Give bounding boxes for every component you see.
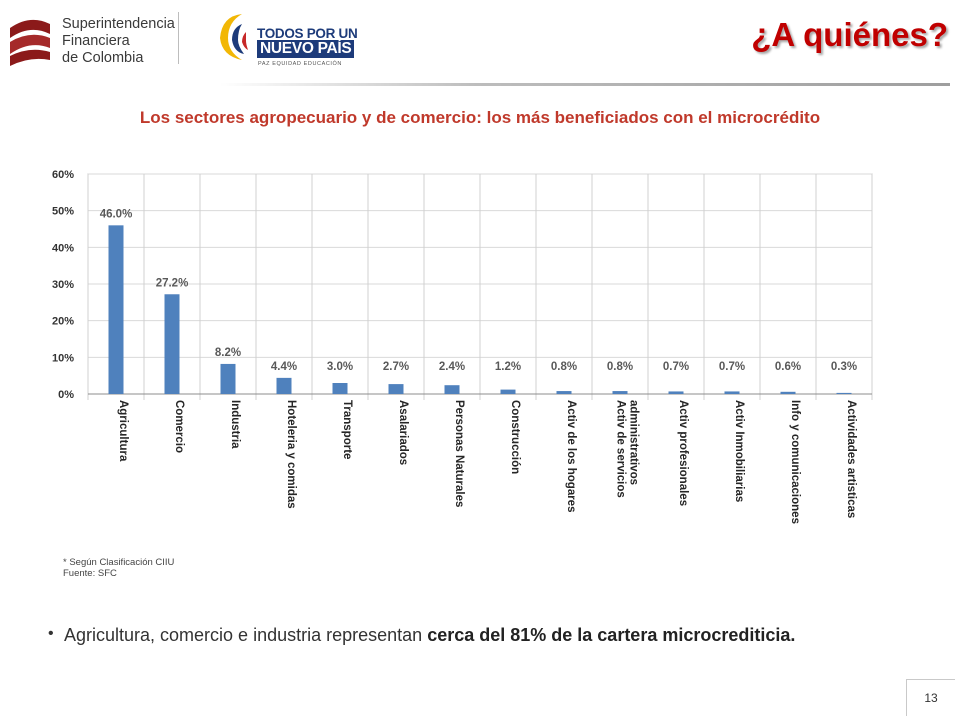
x-tick-label: Activ de servicios [615,400,627,498]
data-label: 2.4% [439,361,465,373]
nuevo-pais-logo: TODOS POR UN NUEVO PAÍS PAZ EQUIDAD EDUC… [212,10,358,70]
slogan-line3: PAZ EQUIDAD EDUCACIÓN [258,61,343,67]
org-name-line3: de Colombia [62,50,144,66]
y-tick-label: 40% [52,242,74,254]
org-name-line2: Financiera [62,33,130,49]
x-tick-label: Activ profesionales [677,400,689,506]
data-label: 0.7% [719,361,745,373]
x-tick-label: Industria [229,400,241,449]
superfinanciera-logo: Superintendencia Financiera de Colombia [6,10,176,70]
bar [276,377,292,394]
x-tick-label: Activ Inmobiliarias [733,400,745,502]
title-rule [220,83,950,86]
bar [220,363,236,394]
page-number-box: 13 [906,679,955,716]
slogan-line2: NUEVO PAÍS [257,40,355,58]
y-tick-label: 20% [52,316,74,328]
bar [724,391,740,394]
bar [108,225,124,394]
data-label: 2.7% [383,361,409,373]
x-tick-label: Asalariados [397,400,409,465]
data-label: 4.4% [271,361,297,373]
superfinanciera-emblem-icon [10,19,50,66]
footnote-classification: * Según Clasificación CIIU [63,557,175,568]
bullet-text-regular: Agricultura, comercio e industria repres… [64,625,428,645]
bar [500,389,516,394]
x-tick-label: Comercio [173,400,185,453]
data-label: 1.2% [495,361,521,373]
x-tick-label: administrativos [628,400,640,485]
x-tick-label: Info y comunicaciones [789,400,801,524]
data-label: 27.2% [156,277,189,289]
footnote: * Según Clasificación CIIU Fuente: SFC [63,557,174,579]
x-tick-label: Activ de los hogares [565,400,577,512]
org-name-line1: Superintendencia [62,16,175,32]
page-title: ¿A quiénes? [751,16,948,53]
bar-chart: 0% 10% 20% 30% 40% 50% 60% 46.0% 27.2% 8.2% 4.4% 3.… [52,169,873,524]
y-tick-label: 30% [52,279,74,291]
y-tick-label: 10% [52,352,74,364]
x-tick-label: Actividades artisticas [845,400,857,518]
data-label: 46.0% [100,208,133,220]
data-label: 0.8% [607,361,633,373]
logo-divider [178,12,179,64]
chart-subtitle: Los sectores agropecuario y de comercio:… [139,108,821,127]
footnote-source: Fuente: SFC [63,568,117,579]
data-label: 0.7% [663,361,689,373]
bar [612,391,628,394]
bar [388,384,404,394]
x-tick-label: Personas Naturales [453,400,465,507]
nuevo-pais-emblem-icon [220,14,248,60]
data-label: 3.0% [327,361,353,373]
slogan-line1: TODOS POR UN [257,26,358,41]
data-label: 0.8% [551,361,577,373]
x-tick-label: Agricultura [117,400,129,462]
bullet-text-bold: cerca del 81% de la cartera microcrediti… [427,625,796,645]
x-tick-label: Hoteleria y comidas [285,400,297,509]
data-label: 0.6% [775,361,801,373]
x-tick-label: Transporte [341,400,353,459]
bar [836,392,852,394]
bar [332,383,348,394]
data-label: 8.2% [215,347,241,359]
bar [780,391,796,394]
bullet-text: Agricultura, comercio e industria repres… [64,623,910,648]
bar [444,385,460,394]
y-tick-label: 0% [58,389,74,401]
page-number: 13 [924,691,938,705]
bar [668,391,684,394]
y-tick-label: 60% [52,169,74,181]
data-label: 0.3% [831,361,857,373]
bar [164,294,180,394]
bullet-icon: • [48,625,54,642]
bar [556,391,572,394]
y-tick-label: 50% [52,206,74,218]
x-tick-label: Construcción [509,400,521,474]
